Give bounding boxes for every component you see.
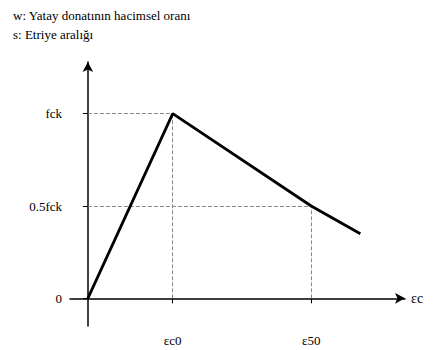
svg-text:fck: fck (45, 106, 62, 121)
svg-text:ε50: ε50 (302, 333, 320, 348)
svg-text:s: Etriye aralığı: s: Etriye aralığı (13, 27, 94, 42)
svg-text:εc0: εc0 (164, 333, 182, 348)
svg-text:εc: εc (411, 291, 423, 306)
svg-text:0.5fck: 0.5fck (29, 199, 62, 214)
svg-text:w: Yatay donatının hacimsel or: w: Yatay donatının hacimsel oranı (13, 8, 191, 23)
svg-text:0: 0 (56, 291, 63, 306)
